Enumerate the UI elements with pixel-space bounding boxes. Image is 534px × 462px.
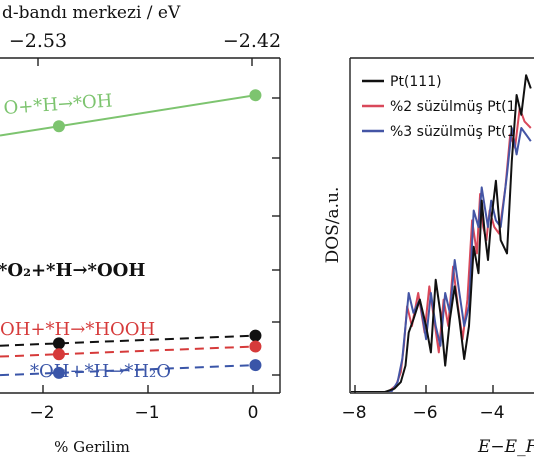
legend-label-3pct: %3 süzülmüş Pt(1 xyxy=(390,124,516,140)
legend-label-pt111: Pt(111) xyxy=(390,74,442,90)
legend-label-2pct: %2 süzülmüş Pt(1 xyxy=(390,99,516,115)
series-label-oh: O+*H→*OH xyxy=(3,90,113,119)
top-tick-label-2: −2.42 xyxy=(223,30,281,52)
x-tick-label-0: 0 xyxy=(248,403,259,423)
right-ticks xyxy=(272,97,280,376)
dos-curve-3pct xyxy=(351,127,532,392)
data-point-hooh-1 xyxy=(249,340,262,353)
data-point-h2o-0 xyxy=(52,366,65,379)
series-label-h2o: *OH+*H→*H₂O xyxy=(30,361,171,382)
data-point-h2o-1 xyxy=(249,359,262,372)
dos-y-label: DOS/a.u. xyxy=(323,187,343,264)
dos-x-tick-neg8: −8 xyxy=(341,403,366,423)
data-point-oh-0 xyxy=(52,120,65,133)
trend-line-h2o xyxy=(0,364,256,377)
left-series-group xyxy=(0,89,262,379)
top-axis-label: d-bandı merkezi / eV xyxy=(2,3,181,23)
right-panel: DOS/a.u. −8 −6 −4 E−E_F/ Pt(111) %2 süzü… xyxy=(323,57,534,457)
dos-x-tick-neg6: −6 xyxy=(412,403,437,423)
top-tick-label-1: −2.53 xyxy=(9,30,67,52)
x-tick-label-neg1: −1 xyxy=(134,403,159,423)
dos-legend: Pt(111) %2 süzülmüş Pt(1 %3 süzülmüş Pt(… xyxy=(362,74,516,140)
dos-x-axis-label: E−E_F/ xyxy=(477,437,534,457)
dos-curve-2pct xyxy=(351,107,532,392)
bottom-ticks xyxy=(42,385,254,393)
x-axis-label: % Gerilim xyxy=(54,438,130,456)
dos-series-group xyxy=(351,74,532,392)
trend-line-hooh xyxy=(0,345,256,358)
data-point-ooh-0 xyxy=(52,337,65,350)
data-point-ooh-1 xyxy=(249,329,262,342)
x-tick-label-neg2: −2 xyxy=(29,403,54,423)
data-point-hooh-0 xyxy=(52,348,65,361)
data-point-oh-1 xyxy=(249,89,262,102)
dos-curve-pt111 xyxy=(351,74,532,392)
trend-line-ooh xyxy=(0,334,256,347)
series-label-ooh: *O₂+*H→*OOH xyxy=(0,260,145,281)
series-label-hooh: OH+*H→*HOOH xyxy=(0,319,155,340)
trend-line-oh xyxy=(0,94,256,137)
dos-x-tick-neg4: −4 xyxy=(479,403,504,423)
left-panel: d-bandı merkezi / eV −2.53 −2.42 −2 −1 0… xyxy=(0,3,281,456)
